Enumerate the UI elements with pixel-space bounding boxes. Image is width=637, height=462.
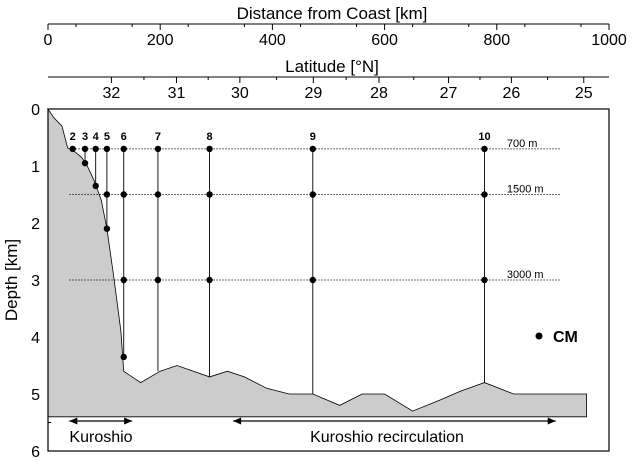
latitude-tick-label: 31 xyxy=(168,85,186,102)
station-label: 3 xyxy=(82,131,88,143)
latitude-tick-label: 29 xyxy=(304,85,322,102)
depth-tick-label: 6 xyxy=(31,444,40,461)
depth-axis-title: Depth [km] xyxy=(2,239,21,321)
arrow-head xyxy=(124,417,133,425)
current-meter xyxy=(481,145,488,153)
current-meter xyxy=(481,276,488,284)
current-meter xyxy=(206,191,213,198)
station-label: 2 xyxy=(70,131,76,143)
depth-level-label: 3000 m xyxy=(507,269,544,281)
station-label: 9 xyxy=(310,131,316,143)
arrow-head xyxy=(69,417,78,425)
latitude-tick-label: 27 xyxy=(440,85,458,102)
current-meter xyxy=(154,145,162,153)
distance-tick-label: 400 xyxy=(259,32,286,49)
latitude-axis: 32 31 30 29 28 27 26 25 xyxy=(48,76,609,102)
depth-level-label: 700 m xyxy=(507,138,538,150)
station-label: 10 xyxy=(478,131,490,143)
station-label: 4 xyxy=(93,131,100,143)
arrow-head xyxy=(233,417,242,425)
current-meter xyxy=(81,159,89,167)
legend-label: CM xyxy=(553,329,578,346)
latitude-tick-label: 28 xyxy=(370,85,388,102)
current-meter xyxy=(154,276,162,284)
current-meter xyxy=(206,145,213,153)
latitude-tick-label: 26 xyxy=(502,85,520,102)
station-label: 7 xyxy=(155,131,161,143)
current-meter-marker xyxy=(535,332,543,340)
latitude-tick-label: 32 xyxy=(102,85,120,102)
latitude-axis-title: Latitude [°N] xyxy=(285,57,379,76)
current-meter xyxy=(103,191,111,198)
distance-tick-label: 600 xyxy=(371,32,398,49)
depth-level-label: 1500 m xyxy=(507,184,544,196)
current-meter xyxy=(154,191,162,198)
mooring-stations: 2 3 4 5 6 7 8 9 10 xyxy=(69,131,491,394)
latitude-tick-label: 25 xyxy=(575,85,593,102)
current-meter xyxy=(92,182,99,190)
depth-tick-label: 0 xyxy=(31,102,40,119)
depth-tick-label: 1 xyxy=(31,159,40,176)
legend: CM xyxy=(535,329,578,346)
plot-area: 700 m 1500 m 3000 m 2 3 4 5 6 7 8 9 10 Kuroshio Ku… xyxy=(47,107,610,452)
current-meter xyxy=(481,191,488,198)
current-meter xyxy=(120,353,127,361)
depth-tick-label: 4 xyxy=(31,330,40,347)
seafloor-bathymetry xyxy=(47,107,587,418)
depth-tick-label: 2 xyxy=(31,216,40,233)
current-meter xyxy=(103,225,111,232)
station-label: 5 xyxy=(104,131,110,143)
depth-tick-label: 5 xyxy=(31,387,40,404)
current-meter xyxy=(81,145,89,153)
station-label: 8 xyxy=(207,131,213,143)
current-meter xyxy=(206,276,213,284)
kuroshio-label: Kuroshio xyxy=(69,429,132,446)
current-meter xyxy=(309,145,316,153)
distance-tick-label: 800 xyxy=(483,32,510,49)
current-meter xyxy=(103,145,111,153)
station-label: 6 xyxy=(121,131,127,143)
current-meter xyxy=(92,145,99,153)
distance-tick-label: 0 xyxy=(44,32,53,49)
plot-frame xyxy=(47,108,610,452)
distance-tick-label: 200 xyxy=(147,32,174,49)
current-meter xyxy=(120,145,127,153)
current-meter xyxy=(309,276,316,284)
arrow-head xyxy=(547,417,556,425)
depth-tick-label: 3 xyxy=(31,273,40,290)
top-axis-title: Distance from Coast [km] xyxy=(237,4,428,23)
current-annotations: Kuroshio Kuroshio recirculation xyxy=(69,417,556,446)
latitude-tick-label: 30 xyxy=(231,85,249,102)
current-meter xyxy=(120,276,127,284)
recirculation-label: Kuroshio recirculation xyxy=(310,429,464,446)
distance-axis: 0 200 400 600 800 1000 xyxy=(44,23,627,49)
current-meter xyxy=(309,191,316,198)
current-meter xyxy=(120,191,127,198)
depth-levels: 700 m 1500 m 3000 m xyxy=(69,138,562,281)
distance-tick-label: 1000 xyxy=(591,32,627,49)
current-meter xyxy=(69,145,76,153)
